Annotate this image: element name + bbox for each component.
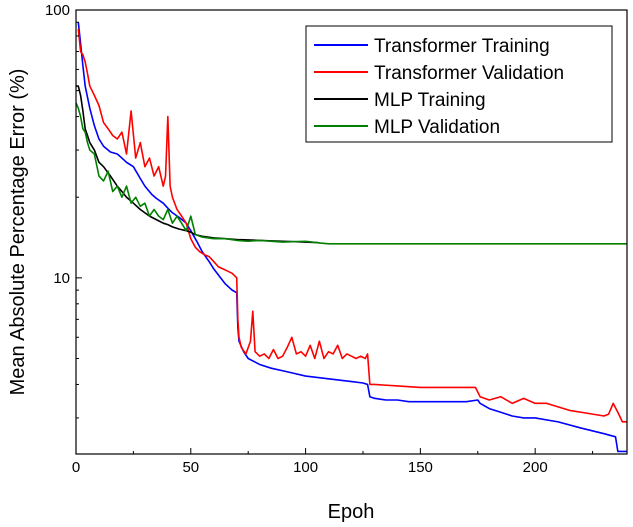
- plot-lines: [75, 22, 627, 453]
- y-axis-label: Mean Absolute Percentage Error (%): [7, 69, 29, 396]
- series-line-0: [77, 22, 627, 453]
- series-line-2: [76, 85, 320, 244]
- series-line-1: [77, 28, 627, 423]
- series-line-3: [75, 102, 627, 245]
- legend-label-0: Transformer Training: [374, 36, 550, 57]
- legend-label-1: Transformer Validation: [374, 63, 564, 84]
- x-tick-label-0: 0: [72, 459, 80, 476]
- y-tick-label-1: 100: [45, 2, 70, 19]
- x-axis-label: Epoh: [328, 501, 375, 523]
- x-tick-label-2: 100: [293, 459, 318, 476]
- x-tick-label-3: 150: [408, 459, 433, 476]
- legend: Transformer Training Transformer Validati…: [305, 25, 613, 143]
- ticks: 0 50 100 150 200 10 100: [45, 2, 594, 476]
- legend-label-2: MLP Training: [374, 90, 486, 111]
- plot-frame: [75, 9, 628, 455]
- x-tick-label-1: 50: [182, 459, 199, 476]
- legend-label-3: MLP Validation: [374, 117, 500, 138]
- x-tick-label-4: 200: [523, 459, 548, 476]
- y-tick-label-0: 10: [53, 270, 70, 287]
